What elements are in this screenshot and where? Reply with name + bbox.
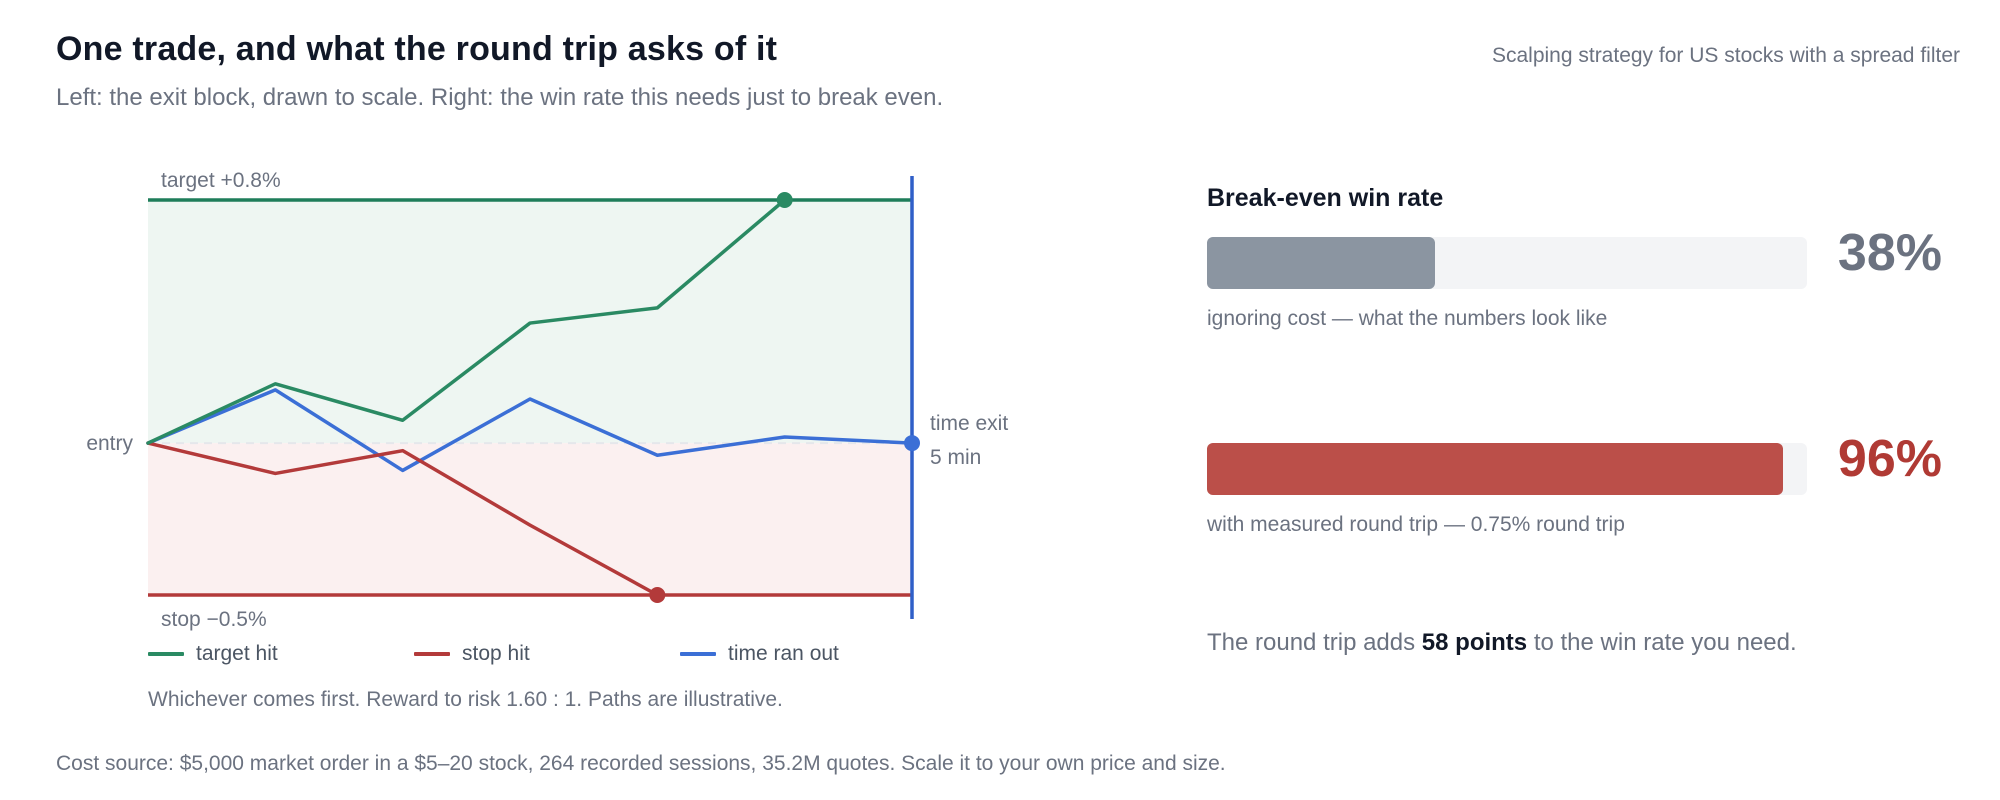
chart-legend: target hit stop hit time ran out [148,642,908,672]
entry-label: entry [86,432,133,455]
bar-block-no-cost: 38% ignoring cost — what the numbers loo… [1207,224,1942,331]
bar-row: 38% [1207,224,1942,289]
bar-track [1207,237,1807,289]
path-stop-hit [146,441,660,597]
target-level-label: target +0.8% [161,169,281,192]
strategy-context: Scalping strategy for US stocks with a s… [1491,44,1960,67]
legend-label: stop hit [462,642,530,665]
conclusion-text: The round trip adds 58 points to the win… [1207,629,1942,657]
cost-source-footer: Cost source: $5,000 market order in a $5… [56,752,1226,775]
chart-note: Whichever comes first. Reward to risk 1.… [148,688,783,711]
legend-swatch-target-hit [148,652,184,656]
path-time-ran-out [146,388,914,473]
path-target-hit [146,198,787,445]
panel-title: Break-even win rate [1207,184,1444,212]
bar-block-with-cost: 96% with measured round trip — 0.75% rou… [1207,430,1942,537]
legend-label: time ran out [728,642,839,665]
endpoint-time-ran-out [904,435,920,452]
page-subtitle: Left: the exit block, drawn to scale. Ri… [56,84,944,111]
legend-swatch-time-ran-out [680,652,716,656]
conclusion-prefix: The round trip adds [1207,629,1422,656]
bar-value-no-cost: 38% [1837,224,1942,282]
legend-item-time-ran-out: time ran out [680,642,839,666]
bar-track [1207,443,1807,495]
bar-row: 96% [1207,430,1942,495]
break-even-panel: Break-even win rate 38% ignoring cost — … [1207,184,1942,657]
legend-item-target-hit: target hit [148,642,278,666]
bar-fill-no-cost [1207,237,1435,289]
conclusion-suffix: to the win rate you need. [1527,629,1797,656]
bar-caption-no-cost: ignoring cost — what the numbers look li… [1207,307,1608,330]
conclusion-highlight: 58 points [1421,629,1528,656]
endpoint-target-hit [776,192,793,208]
exit-block-chart: target +0.8% stop −0.5% entry time exit 5 mi… [86,169,1008,631]
legend-swatch-stop-hit [414,652,450,656]
bar-fill-with-cost [1207,443,1783,495]
time-exit-label: time exit [930,412,1008,435]
time-exit-duration-label: 5 min [930,446,981,469]
bar-caption-with-cost: with measured round trip — 0.75% round t… [1207,513,1625,536]
legend-item-stop-hit: stop hit [414,642,530,666]
loss-zone [148,443,912,595]
bar-value-with-cost: 96% [1837,430,1942,488]
legend-label: target hit [196,642,278,665]
page-title: One trade, and what the round trip asks … [56,30,778,68]
stop-level-label: stop −0.5% [161,608,267,631]
endpoint-stop-hit [649,587,666,603]
